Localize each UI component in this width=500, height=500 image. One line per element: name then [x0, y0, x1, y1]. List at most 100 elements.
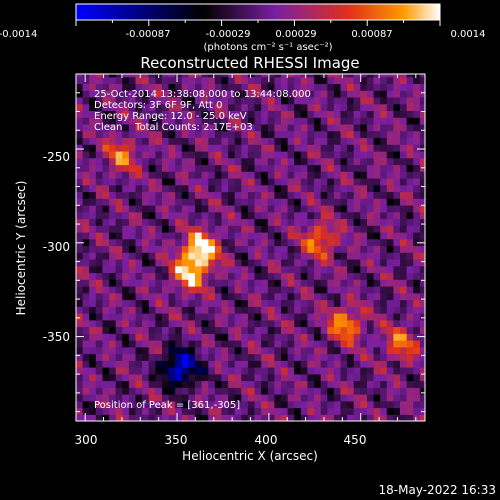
heatmap-cell [247, 272, 256, 280]
heatmap-cell [109, 387, 117, 395]
heatmap-cell [82, 150, 90, 159]
heatmap-cell [82, 123, 90, 132]
heatmap-cell [400, 279, 408, 287]
heatmap-cell [241, 76, 249, 84]
heatmap-cell [353, 326, 361, 334]
heatmap-cell [228, 373, 236, 382]
heatmap-cell [333, 407, 342, 415]
heatmap-cell [333, 380, 342, 388]
heatmap-cell [307, 286, 315, 294]
heatmap-cell [241, 198, 249, 206]
heatmap-cell [267, 306, 275, 314]
heatmap-cell [188, 238, 196, 247]
heatmap-cell [142, 218, 150, 226]
heatmap-cell [261, 204, 269, 213]
heatmap-cell [307, 164, 315, 172]
heatmap-cell [307, 150, 315, 159]
heatmap-cell [168, 96, 176, 105]
heatmap-cell [300, 218, 308, 226]
heatmap-cell [353, 123, 361, 132]
heatmap-cell [373, 184, 381, 193]
heatmap-cell [82, 90, 90, 98]
heatmap-cell [261, 400, 269, 409]
heatmap-cell [360, 96, 368, 105]
heatmap-cell [261, 407, 269, 415]
heatmap-cell [380, 360, 388, 368]
heatmap-cell [181, 204, 189, 213]
heatmap-cell [155, 400, 163, 409]
heatmap-cell [175, 204, 183, 213]
heatmap-cell [333, 231, 342, 240]
heatmap-cell [175, 313, 183, 321]
heatmap-cell [168, 83, 176, 91]
heatmap-cell [168, 387, 176, 395]
heatmap-cell [195, 380, 203, 388]
heatmap-cell [155, 326, 163, 334]
heatmap-cell [95, 360, 103, 368]
heatmap-cell [281, 306, 289, 314]
heatmap-cell [254, 292, 262, 301]
heatmap-cell [314, 218, 322, 226]
heatmap-cell [135, 211, 143, 220]
heatmap-cell [181, 137, 189, 145]
heatmap-cell [300, 191, 308, 199]
heatmap-cell [181, 211, 189, 220]
heatmap-cell [261, 164, 269, 172]
heatmap-cell [228, 292, 236, 301]
heatmap-cell [419, 130, 425, 138]
heatmap-cell [373, 117, 381, 125]
heatmap-cell [142, 407, 150, 415]
heatmap-cell [221, 164, 229, 172]
heatmap-cell [102, 90, 110, 98]
heatmap-cell [353, 90, 361, 98]
heatmap-cell [300, 367, 308, 375]
heatmap-cell [195, 171, 203, 179]
heatmap-cell [135, 306, 143, 314]
heatmap-cell [287, 313, 295, 321]
heatmap-cell [135, 272, 143, 280]
heatmap-cell [419, 90, 425, 98]
heatmap-cell [386, 333, 394, 341]
heatmap-cell [307, 292, 315, 301]
heatmap-cell [386, 245, 394, 253]
colorbar [75, 3, 441, 21]
heatmap-cell [95, 177, 103, 186]
heatmap-cell [400, 292, 408, 301]
heatmap-cell [300, 380, 308, 388]
heatmap-cell [241, 177, 249, 186]
heatmap-cell [175, 157, 183, 166]
heatmap-cell [135, 184, 143, 193]
heatmap-cell [327, 198, 335, 206]
colorbar-tick-label: 0.00029 [275, 29, 316, 40]
heatmap-cell [314, 130, 322, 138]
heatmap-cell [208, 252, 216, 260]
heatmap-cell [320, 171, 328, 179]
heatmap-cell [148, 177, 156, 186]
heatmap-cell [195, 130, 203, 138]
heatmap-cell [360, 83, 368, 91]
heatmap-cell [320, 238, 328, 247]
heatmap-cell [76, 157, 84, 166]
heatmap-cell [327, 326, 335, 334]
heatmap-cell [181, 340, 189, 348]
heatmap-cell [181, 258, 189, 267]
heatmap-cell [128, 414, 137, 421]
heatmap-cell [162, 225, 170, 233]
heatmap-cell [228, 144, 236, 152]
heatmap-cell [241, 326, 249, 334]
heatmap-cell [406, 367, 414, 375]
heatmap-cell [254, 394, 262, 402]
heatmap-cell [102, 272, 110, 280]
heatmap-cell [340, 90, 348, 98]
heatmap-cell [300, 394, 308, 402]
heatmap-cell [201, 164, 209, 172]
heatmap-cell [109, 90, 117, 98]
heatmap-cell [406, 123, 414, 132]
heatmap-cell [360, 306, 368, 314]
heatmap-cell [115, 380, 123, 388]
heatmap-cell [82, 286, 90, 294]
heatmap-cell [406, 299, 414, 307]
heatmap-cell [347, 238, 355, 247]
heatmap-cell [386, 137, 394, 145]
heatmap-cell [142, 90, 150, 98]
